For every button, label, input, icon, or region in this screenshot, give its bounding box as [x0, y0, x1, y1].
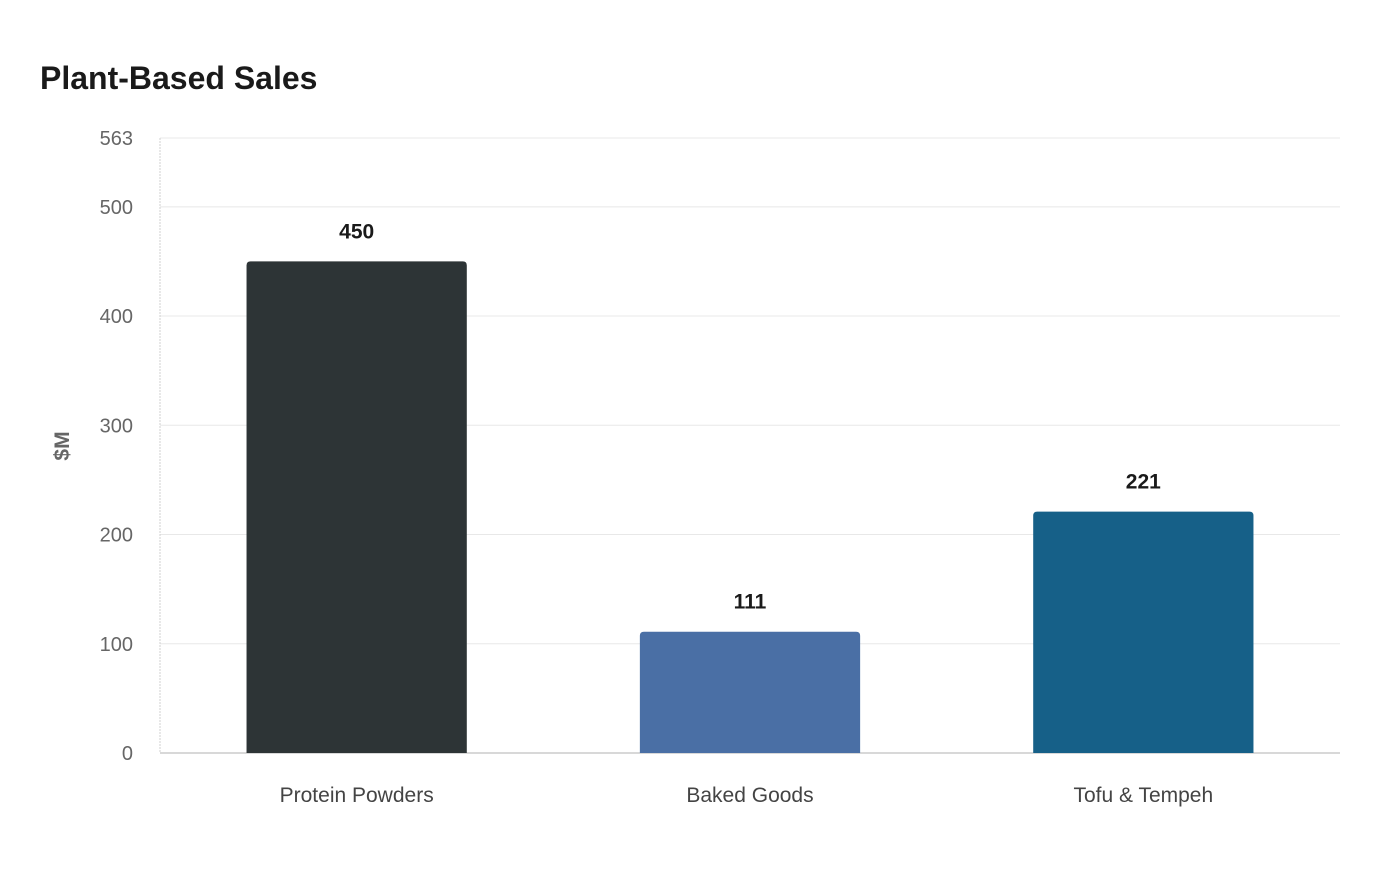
y-tick-label: 563: [100, 128, 133, 150]
y-axis-title: $M: [51, 431, 74, 460]
data-label: 450: [339, 220, 374, 243]
x-tick-label: Protein Powders: [280, 784, 434, 807]
bar-protein-powders: [246, 261, 467, 753]
bar-tofu-tempeh: [1033, 511, 1254, 753]
x-tick-label: Tofu & Tempeh: [1073, 784, 1213, 807]
y-tick-label: 0: [122, 743, 133, 765]
bars: [246, 261, 1254, 753]
y-tick-label: 200: [100, 525, 133, 547]
x-tick-label: Baked Goods: [686, 784, 813, 807]
y-tick-label: 500: [100, 197, 133, 219]
y-tick-label: 400: [100, 306, 133, 328]
y-tick-label: 300: [100, 415, 133, 437]
data-label: 111: [734, 591, 767, 614]
bar-baked-goods: [639, 631, 861, 753]
data-label: 221: [1126, 471, 1161, 494]
labels: 0 100 200 300 400 500 563 450 Protein Powders 111…: [100, 128, 1214, 807]
chart-title: Plant-Based Sales: [40, 60, 318, 96]
y-tick-label: 100: [100, 634, 133, 656]
